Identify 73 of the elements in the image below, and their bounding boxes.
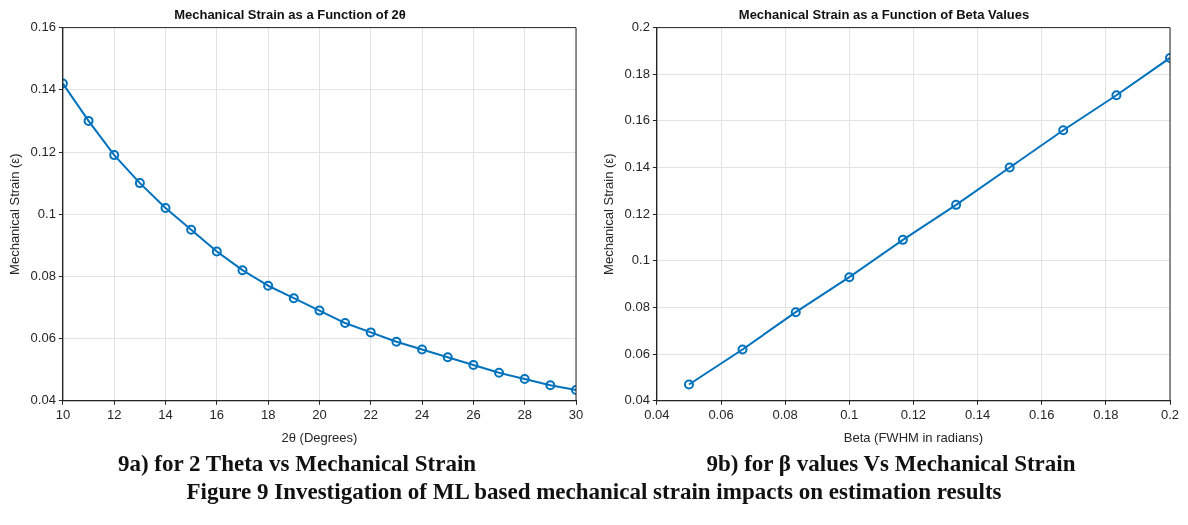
x-tick-label: 0.12 bbox=[900, 407, 927, 423]
caption: Figure 9 Investigation of ML based mechanical strain impacts on estimation results bbox=[185, 478, 1003, 506]
point bbox=[288, 293, 299, 304]
chart-title: Mechanical Strain as a Function of 2θ bbox=[174, 7, 406, 23]
y-tick-label: 0.2 bbox=[631, 19, 650, 35]
text: 9b) for β values Vs Mechanical Strain bbox=[705, 450, 1077, 478]
x-tick-label: 10 bbox=[55, 407, 71, 423]
x-tick-label: 12 bbox=[106, 407, 122, 423]
y-tick-label: 0.12 bbox=[30, 143, 56, 159]
y-tick-label: 0.08 bbox=[624, 299, 650, 315]
x-axis-title: Beta (FWHM in radians) bbox=[843, 429, 984, 445]
y-tick-label: 0.12 bbox=[624, 205, 650, 221]
y-tick-label: 0.06 bbox=[30, 330, 56, 346]
y-tick-label: 0.14 bbox=[624, 159, 650, 175]
y-tick-label: 0.14 bbox=[30, 81, 56, 97]
x-tick-label: 0.18 bbox=[1093, 407, 1119, 423]
x-tick-label: 18 bbox=[260, 407, 276, 423]
x-tick-label: 0.06 bbox=[708, 407, 734, 423]
point bbox=[737, 344, 748, 355]
y-axis-title: Mechanical Strain (ε) bbox=[601, 153, 617, 275]
x-axis-title: 2θ (Degrees) bbox=[281, 429, 358, 445]
x-tick-label: 0.04 bbox=[644, 407, 670, 423]
y-tick-label: 0.18 bbox=[624, 65, 650, 81]
point bbox=[844, 272, 855, 283]
y-tick-label: 0.04 bbox=[30, 392, 56, 408]
x-tick-label: 30 bbox=[568, 407, 584, 423]
point bbox=[340, 318, 351, 329]
x-tick-label: 0.2 bbox=[1160, 407, 1180, 423]
y-tick-label: 0.1 bbox=[631, 252, 650, 268]
x-tick-label: 0.16 bbox=[1029, 407, 1055, 423]
x-tick-label: 24 bbox=[414, 407, 430, 423]
point bbox=[1004, 162, 1015, 173]
point bbox=[545, 380, 556, 391]
point bbox=[494, 367, 505, 378]
y-tick-label: 0.1 bbox=[37, 205, 56, 221]
point bbox=[314, 305, 325, 316]
point bbox=[263, 280, 274, 291]
y-axis-title: Mechanical Strain (ε) bbox=[7, 153, 23, 275]
point bbox=[211, 246, 222, 257]
x-tick-label: 26 bbox=[466, 407, 481, 423]
chart-title: Mechanical Strain as a Function of Beta Values bbox=[738, 7, 1030, 23]
point bbox=[897, 234, 908, 245]
point bbox=[237, 265, 248, 276]
point bbox=[391, 336, 402, 347]
point bbox=[683, 379, 694, 390]
point bbox=[417, 344, 428, 355]
point bbox=[160, 202, 171, 213]
x-tick-label: 0.14 bbox=[964, 407, 991, 423]
x-tick-label: 22 bbox=[363, 407, 378, 423]
x-tick-label: 20 bbox=[312, 407, 327, 423]
x-tick-label: 0.08 bbox=[772, 407, 798, 423]
y-tick-label: 0.08 bbox=[30, 267, 56, 283]
x-tick-label: 14 bbox=[158, 407, 173, 423]
point bbox=[365, 327, 376, 338]
point bbox=[790, 307, 801, 318]
x-tick-label: 28 bbox=[517, 407, 532, 423]
point bbox=[442, 352, 453, 363]
y-tick-label: 0.16 bbox=[30, 19, 56, 35]
y-tick-label: 0.06 bbox=[624, 345, 650, 361]
point bbox=[519, 374, 530, 385]
x-tick-label: 16 bbox=[209, 407, 225, 423]
point bbox=[468, 360, 479, 371]
x-tick-label: 0.1 bbox=[840, 407, 859, 423]
point bbox=[109, 150, 120, 161]
point bbox=[1111, 90, 1122, 101]
point bbox=[134, 178, 145, 189]
point bbox=[83, 115, 94, 126]
y-tick-label: 0.04 bbox=[624, 392, 650, 408]
y-tick-label: 0.16 bbox=[624, 112, 650, 128]
point bbox=[951, 199, 962, 210]
point bbox=[186, 224, 197, 235]
point bbox=[1058, 125, 1069, 136]
text: 9a) for 2 Theta vs Mechanical Strain bbox=[116, 450, 478, 478]
